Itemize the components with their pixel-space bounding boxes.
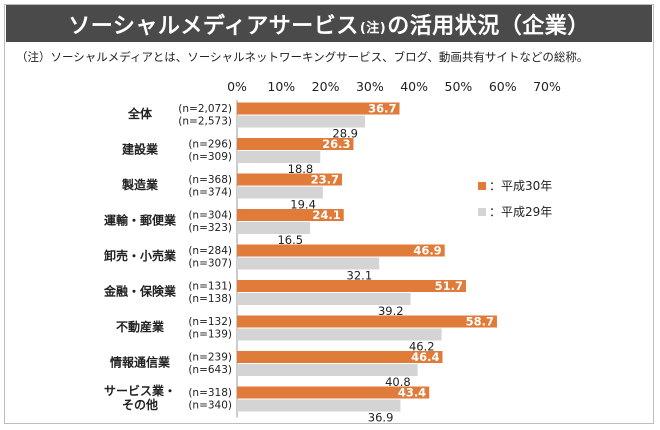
sample-size-label: (n=309)	[188, 151, 232, 163]
bar-h29	[237, 399, 401, 412]
sample-size-label: (n=132)	[188, 316, 232, 328]
sample-size-label: (n=139)	[188, 329, 232, 341]
x-tick-label: 50%	[445, 79, 473, 94]
sample-size-label: (n=340)	[188, 400, 232, 412]
data-label-h30: 46.9	[413, 244, 441, 258]
category-label: 運輸・郵便業	[104, 213, 177, 228]
bar-h30	[237, 102, 400, 115]
category-label: その他	[122, 397, 158, 412]
bar-h29	[237, 293, 411, 305]
category-label: 不動産業	[116, 319, 165, 334]
sample-size-label: (n=368)	[188, 174, 232, 186]
bar-h30	[237, 351, 443, 363]
category-label: 卸売・小売業	[104, 248, 177, 263]
data-label-h30: 43.4	[398, 386, 426, 400]
x-tick-label: 60%	[489, 79, 517, 94]
bar-h29	[237, 151, 321, 163]
data-label-h29: 40.8	[385, 375, 411, 389]
bar-h30	[237, 138, 354, 150]
data-label-h30: 23.7	[311, 173, 339, 187]
data-label-h29: 39.2	[378, 304, 404, 318]
data-label-h29: 36.9	[368, 411, 394, 425]
bar-h29	[237, 364, 418, 376]
x-tick-label: 20%	[312, 79, 340, 94]
bar-h30	[237, 244, 445, 257]
x-tick-label: 30%	[356, 79, 384, 94]
legend-item-h30: ：平成30年	[478, 177, 552, 194]
x-tick-label: 70%	[533, 79, 561, 94]
sample-size-label: (n=2,072)	[178, 103, 232, 115]
sample-size-label: (n=643)	[188, 364, 232, 376]
data-label-h30: 51.7	[435, 279, 463, 293]
data-label-h29: 16.5	[277, 233, 303, 247]
bar-h30	[237, 315, 497, 328]
category-label: 情報通信業	[110, 355, 171, 370]
bar-h29	[237, 186, 323, 199]
legend-item-h29: ：平成29年	[478, 203, 552, 220]
legend-label-h30: ：平成30年	[489, 179, 553, 193]
data-label-h30: 36.7	[368, 102, 396, 116]
bar-h30	[237, 173, 342, 186]
title-suffix: の活用状況（企業）	[387, 13, 590, 39]
data-label-h29: 32.1	[347, 269, 373, 283]
title-note: (注)	[359, 21, 387, 36]
data-label-h29: 18.8	[288, 162, 314, 176]
sample-size-label: (n=304)	[188, 210, 232, 222]
bar-h29	[237, 328, 442, 341]
data-label-h30: 46.4	[411, 350, 439, 364]
sample-size-label: (n=138)	[188, 293, 232, 305]
sample-size-label: (n=239)	[188, 352, 232, 364]
data-label-h29: 46.2	[409, 340, 435, 354]
bar-h29	[237, 115, 365, 128]
title-main: ソーシャルメディアサービス	[68, 13, 359, 39]
sample-size-label: (n=2,573)	[178, 116, 232, 128]
category-label: 全体	[127, 106, 153, 121]
sample-size-label: (n=307)	[188, 258, 232, 270]
legend-label-h29: ：平成29年	[489, 205, 553, 219]
data-label-h29: 19.4	[290, 198, 316, 212]
category-label: 金融・保険業	[103, 284, 177, 299]
bar-h30	[237, 386, 430, 399]
sample-size-label: (n=323)	[188, 222, 232, 234]
data-label-h30: 24.1	[312, 208, 340, 222]
x-tick-label: 40%	[400, 79, 428, 94]
bar-h29	[237, 257, 380, 270]
data-label-h29: 28.9	[332, 127, 358, 141]
bar-h29	[237, 222, 311, 234]
bar-h30	[237, 209, 344, 221]
data-label-h30: 26.3	[322, 137, 350, 151]
sample-size-label: (n=296)	[188, 139, 232, 151]
bar-h30	[237, 280, 466, 292]
legend-swatch-h29	[478, 207, 486, 216]
sample-size-label: (n=318)	[188, 387, 232, 399]
legend-swatch-h30	[478, 181, 486, 190]
data-label-h30: 58.7	[466, 315, 494, 329]
chart-title: ソーシャルメディアサービス (注) の活用状況（企業）	[6, 5, 652, 42]
sample-size-label: (n=284)	[188, 245, 232, 257]
sample-size-label: (n=131)	[188, 281, 232, 293]
x-tick-label: 0%	[227, 79, 247, 94]
category-label: 建設業	[121, 142, 159, 157]
category-label: 製造業	[121, 177, 159, 192]
sample-size-label: (n=374)	[188, 187, 232, 199]
chart-subtitle: （注）ソーシャルメディアとは、ソーシャルネットワーキングサービス、ブログ、動画共…	[16, 50, 589, 64]
category-label: サービス業・	[104, 383, 176, 398]
x-tick-label: 10%	[267, 79, 295, 94]
